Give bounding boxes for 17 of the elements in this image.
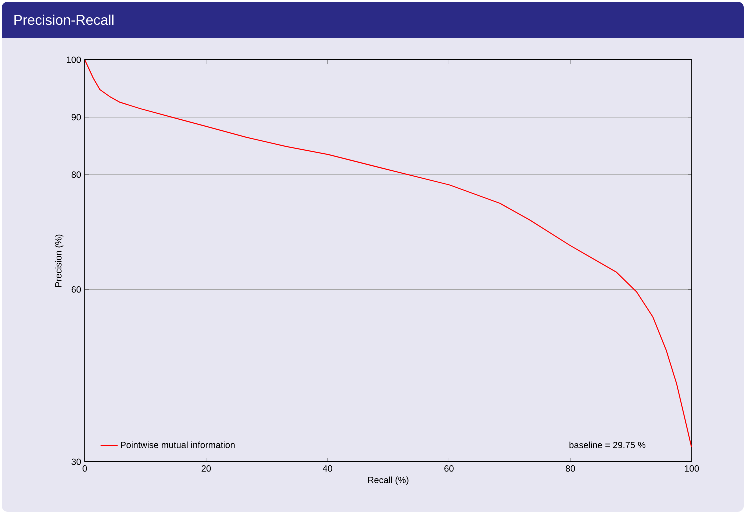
y-tick-label: 80	[72, 172, 82, 178]
chart-title: Precision-Recall	[14, 14, 114, 26]
x-tick-label: 80	[566, 466, 576, 472]
x-tick-label: 40	[323, 466, 332, 472]
y-axis-title: Precision (%)	[55, 234, 64, 288]
x-tick-label: 20	[202, 466, 212, 472]
y-tick-label: 60	[72, 286, 82, 293]
annotation: baseline = 29.75 %	[570, 442, 646, 448]
x-axis-title: Recall (%)	[368, 476, 409, 486]
x-tick-label: 0	[82, 466, 88, 472]
x-tick-label: 60	[444, 466, 454, 472]
y-tick-label: 100	[67, 56, 82, 64]
y-tick-label: 90	[72, 114, 82, 121]
y-tick-label: 30	[72, 458, 82, 466]
x-tick-label: 100	[685, 466, 700, 472]
line-series	[85, 60, 692, 448]
legend-label: Pointwise mutual information	[121, 442, 235, 448]
